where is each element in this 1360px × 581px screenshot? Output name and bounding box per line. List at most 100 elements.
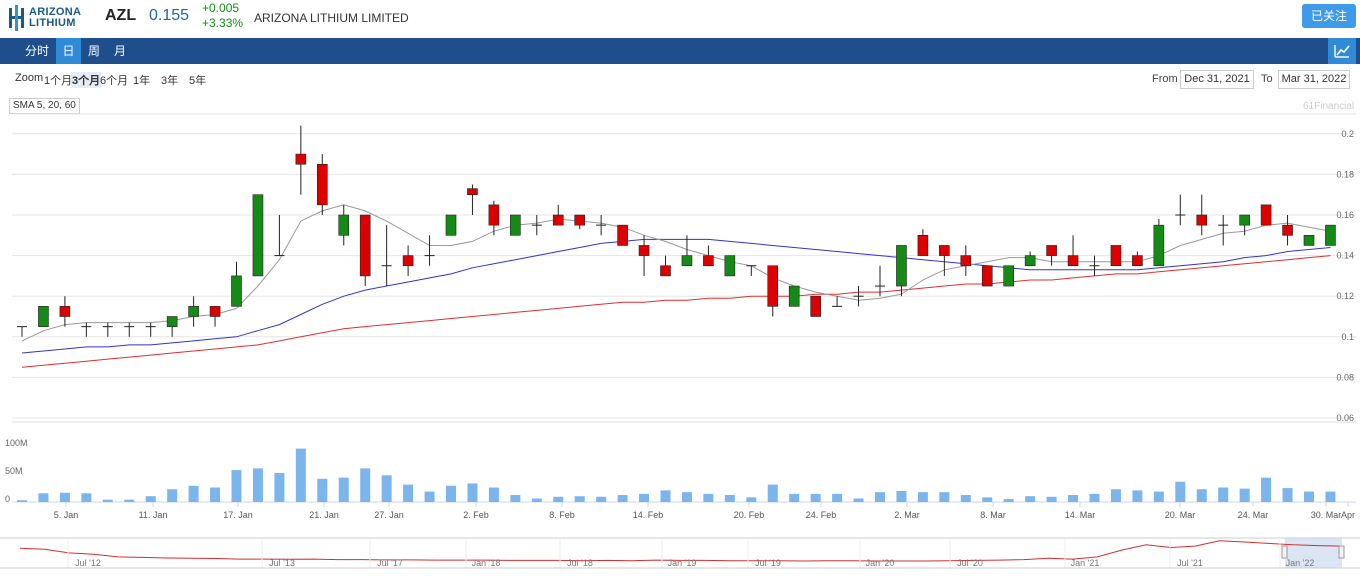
volume-bar (1282, 488, 1293, 502)
volume-bar (1218, 487, 1229, 502)
volume-bar (639, 493, 650, 502)
candle-body (402, 255, 414, 267)
from-label: From (1152, 73, 1178, 85)
volume-bar (381, 475, 392, 502)
ticker-symbol: AZL (105, 7, 137, 24)
volume-bar (853, 498, 864, 502)
tab-weekly[interactable]: 周 (87, 44, 100, 58)
navigator-handle-left[interactable] (1281, 545, 1288, 559)
chart-credit: 61Financial (1303, 101, 1355, 112)
volume-bar (446, 485, 456, 502)
company-name: ARIZONA LITHIUM LIMITED (254, 11, 409, 25)
volume-bar (59, 492, 70, 502)
candle-body (1024, 255, 1036, 267)
volume-bar (617, 495, 628, 502)
navigator-axis-label: Jul '13 (269, 558, 295, 568)
candle-body (767, 265, 779, 307)
volume-bar (574, 496, 585, 502)
candle-body (552, 214, 564, 226)
candle-body (1260, 204, 1272, 226)
navigator-axis-label: Jan '18 (472, 558, 501, 568)
volume-bar (81, 493, 92, 502)
candle-body (960, 255, 972, 267)
zoom-label: Zoom (15, 72, 44, 84)
header-bar: ARIZONA LITHIUM AZL 0.155 +0.005 +3.33% … (0, 0, 1360, 36)
candle-body (896, 245, 907, 287)
volume-bar (210, 487, 221, 502)
price-axis-label: 0.14 (1336, 251, 1354, 261)
volume-bar (982, 497, 993, 502)
volume-bar (832, 493, 843, 502)
volume-bar (939, 492, 950, 502)
x-axis-label: 8. Feb (549, 510, 575, 520)
volume-bar (274, 473, 285, 502)
price-axis-label: 0.06 (1336, 413, 1354, 423)
volume-bar (531, 498, 542, 502)
volume-bar (875, 492, 885, 502)
sma60-line (21, 255, 1331, 368)
candle-body (1067, 255, 1079, 267)
candle-body (703, 255, 714, 267)
price-axis-label: 0.1 (1341, 332, 1354, 342)
to-date-input[interactable]: Mar 31, 2022 (1278, 70, 1350, 89)
volume-bar (724, 495, 735, 502)
navigator-axis-label: Jul '20 (957, 558, 983, 568)
logo-line-1: ARIZONA (29, 6, 82, 18)
candle-body (488, 204, 500, 226)
change-percent: +3.33% (202, 16, 244, 30)
volume-bar (338, 477, 349, 502)
navigator-axis-label: Jul '21 (1177, 558, 1203, 568)
volume-bar (767, 484, 778, 502)
navigator-axis-label: Jul '19 (755, 558, 781, 568)
volume-bar (1132, 490, 1143, 502)
volume-bar (660, 490, 671, 502)
volume-bar (1089, 493, 1100, 502)
price-axis-label: 0.12 (1336, 291, 1354, 301)
volume-bar (1196, 489, 1207, 502)
volume-bar (896, 490, 907, 502)
volume-bar (746, 497, 757, 502)
volume-bar (102, 499, 113, 502)
candle-body (1110, 245, 1122, 267)
volume-bar (789, 493, 800, 502)
zoom-1y[interactable]: 1年 (133, 75, 151, 87)
volume-bar (1025, 496, 1036, 502)
zoom-3m[interactable]: 3个月 (71, 72, 102, 88)
candle-body (660, 265, 671, 277)
candle-body (59, 306, 71, 317)
navigator-axis-label: Jan '21 (1071, 558, 1100, 568)
candle-body (981, 265, 993, 287)
follow-button[interactable]: 已关注 (1302, 4, 1356, 28)
volume-bar (1046, 496, 1057, 502)
from-date-input[interactable]: Dec 31, 2021 (1180, 70, 1254, 89)
candle-body (1153, 224, 1165, 267)
x-axis-label: 24. Feb (806, 510, 837, 520)
navigator-handle-right[interactable] (1338, 545, 1345, 559)
tab-monthly[interactable]: 月 (113, 44, 126, 58)
volume-bar (145, 496, 156, 502)
tab-intraday[interactable]: 分时 (24, 44, 49, 58)
volume-bar (38, 493, 49, 502)
navigator-axis-label: Jul '18 (567, 558, 593, 568)
chart-type-button[interactable] (1328, 38, 1356, 64)
line-chart-icon (1334, 45, 1350, 58)
price-axis-label: 0.08 (1336, 372, 1354, 382)
navigator-axis-label: Jan '22 (1286, 558, 1315, 568)
zoom-6m[interactable]: 6个月 (100, 75, 129, 87)
zoom-5y[interactable]: 5年 (189, 75, 207, 87)
navigator-selection[interactable] (1285, 538, 1342, 568)
candle-body (38, 306, 49, 327)
zoom-3y[interactable]: 3年 (161, 75, 179, 87)
price-change: +0.005 +3.33% (202, 1, 243, 31)
candle-body (252, 194, 264, 277)
volume-axis-label: 50M (5, 466, 23, 476)
tab-daily[interactable]: 日 (56, 38, 81, 64)
x-axis-label: 2. Mar (894, 510, 920, 520)
period-nav: 分时 日 周 月 (0, 38, 1360, 64)
volume-bar (1261, 477, 1272, 502)
volume-bar (17, 500, 27, 502)
candle-body (445, 214, 457, 236)
zoom-1m[interactable]: 1个月 (44, 75, 73, 87)
volume-bar (1239, 488, 1250, 502)
